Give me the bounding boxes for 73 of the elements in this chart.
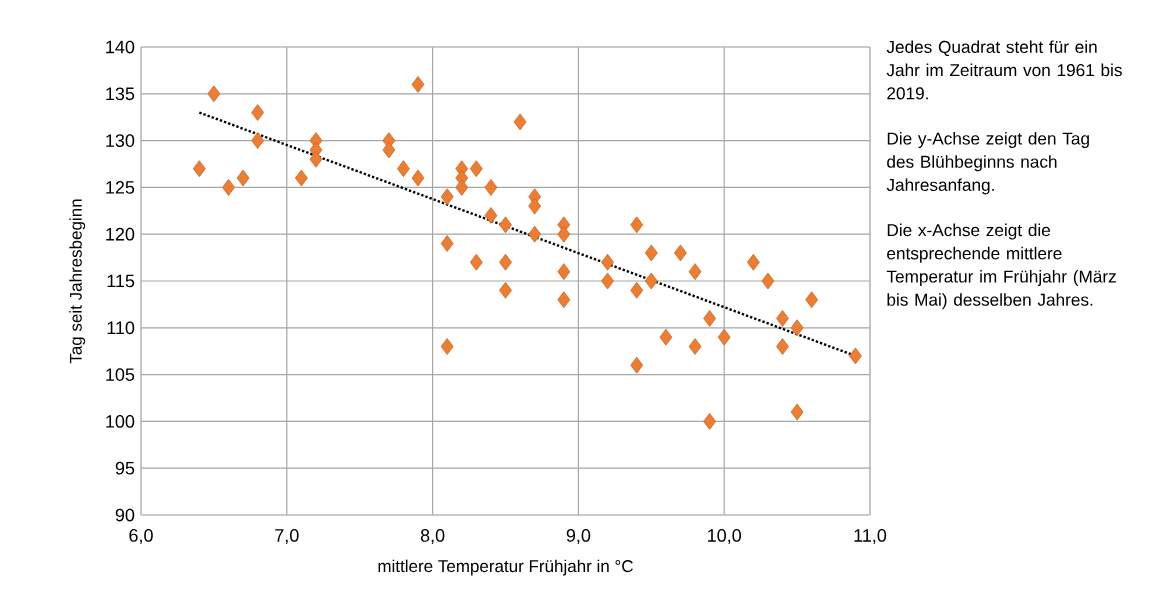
point [630, 356, 644, 374]
y-tick-label: 95 [115, 461, 135, 475]
point [309, 150, 323, 168]
x-tick-label: 10,0 [708, 529, 742, 544]
point [528, 197, 542, 215]
point [397, 160, 410, 178]
y-tick-label: 125 [106, 181, 135, 194]
x-tick-label: 6,0 [129, 529, 153, 544]
point [499, 216, 512, 234]
point [440, 188, 454, 206]
text: Jedes Quadrat steht für ein Jahr im Zeitraum von 1961 bis 2019. [886, 40, 1122, 100]
point [630, 216, 644, 234]
point [382, 141, 396, 159]
point [236, 169, 250, 187]
point [222, 179, 235, 196]
point [674, 244, 687, 262]
point [251, 104, 265, 121]
point [601, 253, 614, 271]
point [790, 403, 804, 421]
point [703, 413, 717, 430]
text: Die y-Achse zeigt den Tag des Blühbeginns nach Jahresanfang. [886, 131, 1089, 195]
point [688, 263, 702, 281]
y-tick-label: 130 [106, 134, 135, 147]
text: Die x-Achse zeigt die entsprechende mittlere Temperatur im Frühjahr (März bis Mai) desselben Jahres. [886, 223, 1116, 310]
point [776, 338, 789, 355]
point [644, 272, 658, 290]
point [703, 310, 717, 327]
y-axis-title: Tag seit Jahresbeginn [69, 199, 86, 364]
point [484, 207, 498, 224]
point [644, 244, 658, 262]
point [790, 319, 804, 337]
point [557, 225, 571, 243]
point [513, 113, 527, 131]
point [776, 310, 789, 327]
point [528, 225, 542, 243]
point [849, 347, 862, 365]
point [411, 76, 425, 93]
point [761, 272, 775, 290]
point [630, 281, 644, 299]
point [499, 253, 512, 271]
point [192, 160, 206, 178]
y-tick-label: 105 [106, 368, 135, 381]
point [440, 338, 454, 355]
x-tick-label: 8,0 [420, 529, 445, 544]
point [499, 281, 512, 299]
point [469, 253, 483, 271]
x-tick-label: 9,0 [566, 529, 591, 544]
x-tick-label: 7,0 [275, 529, 299, 544]
y-tick-label: 120 [106, 227, 135, 241]
point [469, 160, 483, 178]
x-axis-title: mittlere Temperatur Frühjahr in °C [378, 559, 633, 576]
y-tick-label: 110 [107, 321, 135, 335]
point [294, 169, 308, 187]
y-tick-label: 115 [107, 274, 135, 288]
point [557, 263, 571, 281]
point [455, 179, 469, 196]
point [601, 272, 614, 290]
point [688, 338, 702, 355]
x-tick-label: 11,0 [854, 529, 887, 544]
y-tick-label: 140 [106, 40, 135, 54]
point [440, 235, 454, 252]
point [659, 328, 673, 346]
point [805, 291, 819, 309]
y-tick-label: 100 [106, 415, 135, 428]
point [746, 253, 760, 271]
point [411, 169, 425, 187]
point [251, 132, 265, 149]
point [557, 291, 571, 309]
y-tick-label: 135 [106, 87, 135, 101]
point [484, 179, 498, 196]
point [207, 85, 221, 103]
y-tick-label: 90 [115, 508, 135, 522]
point [717, 328, 731, 346]
